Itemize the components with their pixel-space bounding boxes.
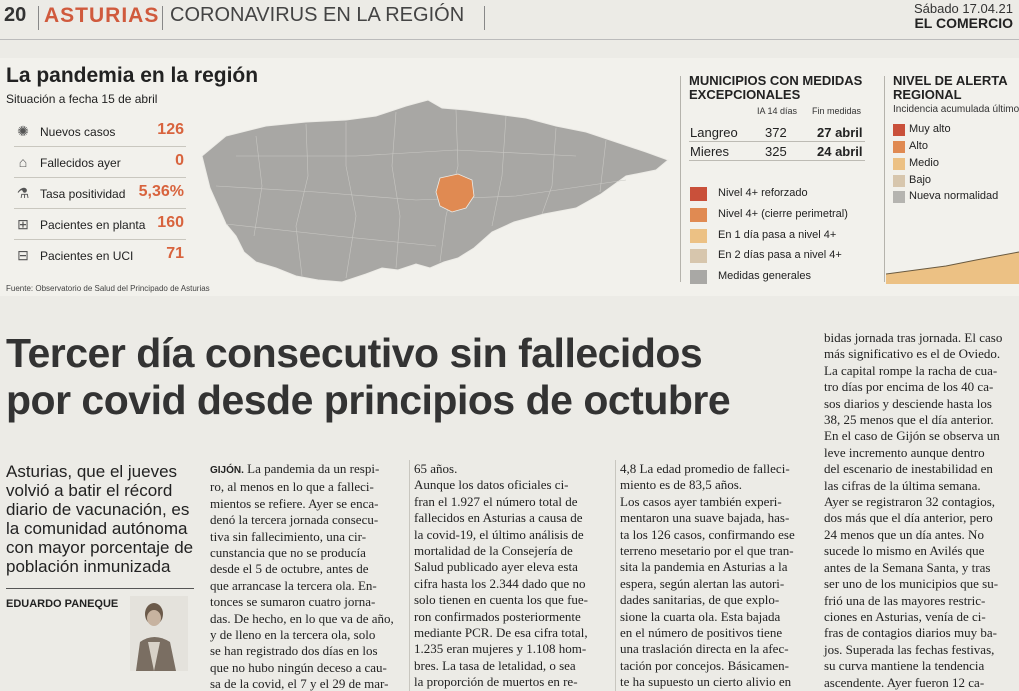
incidence-line bbox=[886, 251, 1019, 275]
municipality-ia: 372 bbox=[765, 125, 787, 140]
article-lead: Asturias, que el jueves volvió a batir e… bbox=[6, 462, 194, 576]
stat-deaths: ⌂ Fallecidos ayer 0 bbox=[14, 147, 186, 178]
legend-label: En 2 días pasa a nivel 4+ bbox=[718, 249, 842, 261]
article-column-3: 4,8 La edad promedio de falleci- miento … bbox=[620, 461, 795, 691]
article-column-4: bidas jornada tras jornada. El caso más … bbox=[824, 330, 1003, 691]
stat-new-cases: ✺ Nuevos casos 126 bbox=[14, 116, 186, 147]
divider bbox=[884, 76, 885, 282]
source-note: Fuente: Observatorio de Salud del Princi… bbox=[6, 284, 210, 293]
alert-swatch bbox=[893, 141, 905, 153]
council-borders bbox=[215, 109, 627, 279]
column-divider bbox=[615, 460, 616, 691]
table-row: Mieres 325 24 abril bbox=[689, 142, 865, 161]
stat-value: 0 bbox=[175, 152, 184, 169]
alert-swatch bbox=[893, 191, 905, 203]
legend-swatch bbox=[690, 249, 707, 263]
municipality-end: 24 abril bbox=[817, 144, 863, 159]
stat-value: 160 bbox=[157, 214, 184, 231]
alert-swatch bbox=[893, 158, 905, 170]
section-name: ASTURIAS bbox=[44, 4, 160, 27]
alert-subtitle: Incidencia acumulada último bbox=[893, 104, 1019, 115]
alert-swatch bbox=[893, 175, 905, 187]
divider bbox=[680, 76, 681, 282]
article-column-1: GIJÓN. La pandemia da un respi- ro, al m… bbox=[210, 461, 394, 691]
virus-icon: ✺ bbox=[17, 123, 29, 139]
issue-date: Sábado 17.04.21 bbox=[913, 1, 1013, 16]
hospital-bed-icon: ⊞ bbox=[17, 216, 29, 232]
dateline: GIJÓN. bbox=[210, 465, 244, 476]
asturias-map bbox=[201, 99, 669, 283]
author-photo bbox=[130, 596, 188, 671]
legend-swatch bbox=[690, 229, 707, 243]
stat-value: 126 bbox=[157, 121, 184, 138]
alert-swatch bbox=[893, 124, 905, 136]
municipalities-title: MUNICIPIOS CON MEDIDAS EXCEPCIONALES bbox=[689, 73, 863, 102]
region-shape bbox=[201, 99, 669, 283]
article-author: EDUARDO PANEQUE bbox=[6, 598, 119, 610]
alert-label: Muy alto bbox=[909, 123, 951, 135]
stat-value: 5,36% bbox=[138, 183, 184, 200]
municipality-end: 27 abril bbox=[817, 125, 863, 140]
municipality-name: Mieres bbox=[690, 144, 730, 159]
stat-label: Tasa positividad bbox=[40, 187, 126, 201]
incidence-area-chart bbox=[886, 251, 1019, 284]
municipality-name: Langreo bbox=[690, 125, 738, 140]
alert-title: NIVEL DE ALERTA REGIONAL bbox=[893, 73, 1008, 102]
divider bbox=[484, 6, 485, 30]
stat-value: 71 bbox=[166, 245, 184, 262]
stat-ward-patients: ⊞ Pacientes en planta 160 bbox=[14, 209, 186, 240]
highlighted-council bbox=[435, 173, 475, 213]
column-header-ia: IA 14 días bbox=[757, 106, 798, 116]
column-header-end: Fin medidas bbox=[812, 106, 862, 116]
swab-icon: ⚗ bbox=[16, 185, 30, 201]
stat-label: Nuevos casos bbox=[40, 125, 116, 139]
legend-swatch bbox=[690, 187, 707, 201]
alert-label: Bajo bbox=[909, 174, 932, 186]
page-number: 20 bbox=[4, 4, 27, 26]
article-column-2: 65 años. Aunque los datos oficiales ci- … bbox=[414, 461, 588, 691]
page-header: 20 ASTURIAS CORONAVIRUS EN LA REGIÓN Sáb… bbox=[0, 0, 1019, 40]
table-row: Langreo 372 27 abril bbox=[689, 123, 865, 142]
icu-bed-icon: ⊟ bbox=[17, 247, 29, 263]
alert-label: Nueva normalidad bbox=[909, 190, 999, 202]
article-headline: Tercer día consecutivo sin fallecidos po… bbox=[6, 330, 731, 423]
tombstone-icon: ⌂ bbox=[18, 154, 28, 170]
legend-label: Nivel 4+ (cierre perimetral) bbox=[718, 208, 848, 220]
newspaper-name: EL COMERCIO bbox=[914, 15, 1013, 31]
infographic-title: La pandemia en la región bbox=[6, 64, 259, 87]
stat-label: Pacientes en planta bbox=[40, 218, 146, 232]
alert-label: Alto bbox=[909, 140, 928, 152]
legend-label: En 1 día pasa a nivel 4+ bbox=[718, 229, 837, 241]
infographic-subtitle: Situación a fecha 15 de abril bbox=[6, 92, 158, 106]
stat-icu-patients: ⊟ Pacientes en UCI 71 bbox=[14, 240, 186, 271]
divider bbox=[38, 6, 39, 30]
municipality-ia: 325 bbox=[765, 144, 787, 159]
legend-label: Nivel 4+ reforzado bbox=[718, 187, 808, 199]
divider bbox=[6, 588, 194, 589]
legend-label: Medidas generales bbox=[718, 270, 811, 282]
subsection-name: CORONAVIRUS EN LA REGIÓN bbox=[170, 4, 465, 26]
divider bbox=[162, 6, 163, 30]
alert-label: Medio bbox=[909, 157, 939, 169]
stat-label: Pacientes en UCI bbox=[40, 249, 134, 263]
stat-positivity: ⚗ Tasa positividad 5,36% bbox=[14, 178, 186, 209]
legend-swatch bbox=[690, 270, 707, 284]
legend-swatch bbox=[690, 208, 707, 222]
stat-label: Fallecidos ayer bbox=[40, 156, 121, 170]
column-divider bbox=[409, 460, 410, 691]
incidence-area bbox=[886, 252, 1019, 284]
